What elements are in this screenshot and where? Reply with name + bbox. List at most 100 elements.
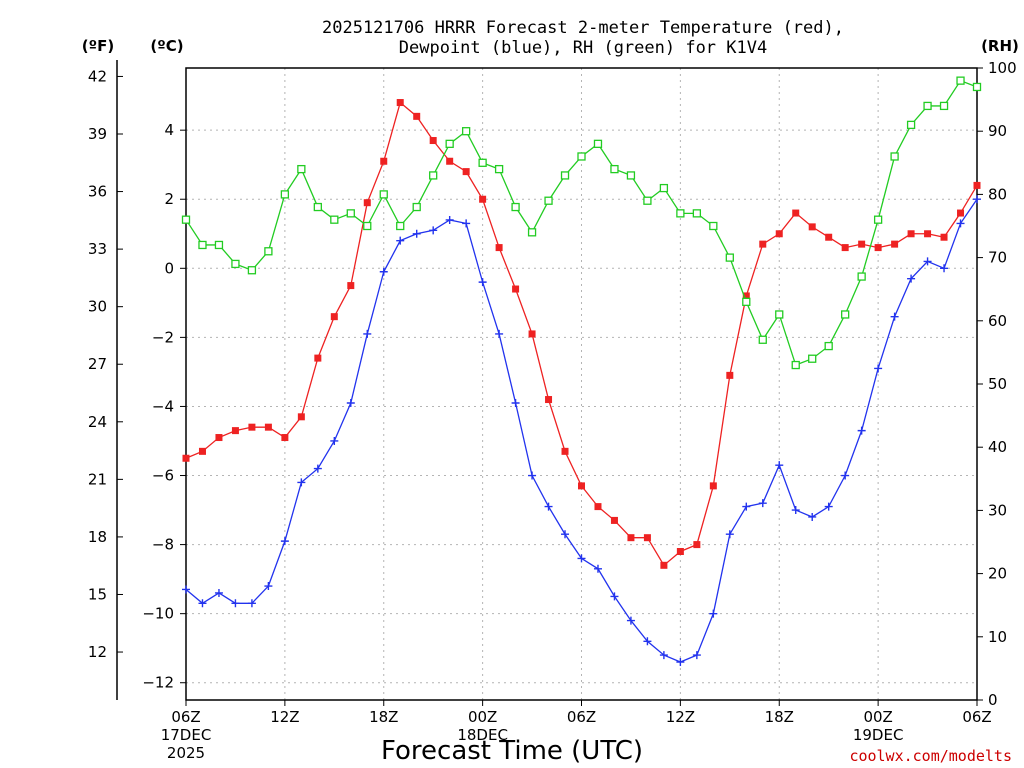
- dewpoint-point: [841, 471, 850, 480]
- rh-point: [939, 101, 949, 111]
- fahrenheit-tick-label: 27: [88, 355, 107, 373]
- temperature-point: [314, 354, 322, 362]
- dewpoint-point: [511, 398, 520, 407]
- dewpoint-point: [659, 651, 668, 660]
- x-tick-label: 12Z: [270, 708, 299, 726]
- rh-point: [527, 228, 537, 237]
- rh-point: [758, 335, 767, 344]
- dewpoint-point: [758, 499, 767, 508]
- x-tick-label: 00Z: [468, 708, 497, 726]
- celsius-tick-label: −12: [142, 674, 174, 692]
- temperature-point: [825, 233, 833, 241]
- rh-point: [808, 354, 817, 363]
- rh-point: [264, 247, 273, 256]
- dewpoint-point: [791, 506, 800, 515]
- dewpoint-point: [692, 651, 701, 660]
- temperature-point: [330, 313, 338, 321]
- temperature-point: [891, 240, 899, 248]
- dewpoint-point: [214, 588, 223, 597]
- dewpoint-point: [396, 236, 405, 245]
- temperature-point: [215, 434, 223, 442]
- dewpoint-series: [182, 195, 981, 667]
- temperature-point: [858, 240, 866, 248]
- x-axis-title: Forecast Time (UTC): [381, 736, 643, 766]
- temperature-point: [808, 223, 816, 231]
- dewpoint-point: [857, 426, 866, 435]
- rh-point: [890, 152, 899, 161]
- rh-point: [445, 139, 454, 148]
- rh-tick-label: 30: [988, 501, 1007, 519]
- rh-point: [610, 164, 619, 174]
- dewpoint-point: [462, 219, 471, 228]
- temperature-point: [479, 195, 487, 203]
- rh-tick-label: 90: [988, 122, 1007, 140]
- rh-point: [363, 221, 372, 231]
- celsius-tick-label: −6: [152, 467, 174, 485]
- rh-point: [494, 164, 504, 174]
- dewpoint-point: [676, 658, 685, 667]
- x-tick-label: 18Z: [369, 708, 398, 726]
- temperature-series: [182, 99, 981, 569]
- temperature-point: [446, 157, 454, 165]
- dewpoint-point: [973, 195, 981, 204]
- fahrenheit-tick-label: 12: [88, 643, 107, 661]
- temperature-point: [231, 427, 239, 435]
- dewpoint-point: [775, 461, 784, 470]
- temperature-point: [874, 244, 882, 252]
- temperature-point: [363, 199, 371, 207]
- temperature-point: [561, 447, 569, 455]
- plot-frame: [185, 67, 978, 701]
- rh-point: [791, 360, 800, 370]
- x-tick-label: 12Z: [666, 708, 695, 726]
- dewpoint-point: [610, 592, 619, 601]
- temperature-point: [924, 230, 932, 238]
- dewpoint-point: [445, 215, 454, 224]
- rh-tick-label: 20: [988, 565, 1007, 583]
- rh-axis-unit: (RH): [981, 37, 1019, 55]
- temperature-point: [775, 230, 783, 238]
- rh-point: [643, 196, 652, 205]
- rh-point: [297, 164, 306, 174]
- rh-point: [429, 171, 438, 180]
- dewpoint-point: [528, 471, 537, 480]
- temperature-point: [693, 541, 701, 549]
- temperature-point: [792, 209, 800, 217]
- x-date-label: 17DEC: [161, 726, 212, 744]
- x-tick-label: 18Z: [765, 708, 794, 726]
- dewpoint-point: [429, 226, 438, 235]
- rh-point: [709, 221, 718, 231]
- dewpoint-point: [593, 564, 602, 573]
- dewpoint-point: [808, 512, 817, 521]
- dewpoint-point: [940, 264, 949, 273]
- temperature-point: [594, 503, 602, 511]
- rh-point: [231, 259, 240, 269]
- temperature-point: [907, 230, 915, 238]
- rh-point: [247, 266, 257, 275]
- fahrenheit-tick-label: 39: [88, 125, 107, 143]
- rh-point: [214, 240, 224, 250]
- rh-tick-label: 100: [988, 59, 1017, 77]
- rh-point: [330, 215, 339, 224]
- rh-point: [544, 196, 553, 205]
- dewpoint-point: [709, 609, 718, 618]
- temperature-point: [495, 244, 503, 252]
- rh-point: [396, 221, 405, 231]
- rh-point: [923, 101, 932, 111]
- temperature-point: [182, 454, 190, 462]
- dewpoint-point: [313, 464, 322, 473]
- rh-point: [956, 76, 965, 85]
- temperature-point: [627, 534, 635, 542]
- dewpoint-point: [923, 257, 932, 266]
- temperature-point: [281, 434, 289, 442]
- celsius-tick-label: −8: [152, 536, 174, 554]
- rh-tick-label: 80: [988, 185, 1007, 203]
- dewpoint-point: [346, 398, 355, 407]
- dewpoint-point: [742, 502, 751, 511]
- dewpoint-point: [478, 278, 487, 287]
- dewpoint-point: [725, 530, 734, 539]
- dewpoint-point: [907, 274, 916, 283]
- temperature-point: [297, 413, 305, 421]
- temperature-point: [957, 209, 965, 217]
